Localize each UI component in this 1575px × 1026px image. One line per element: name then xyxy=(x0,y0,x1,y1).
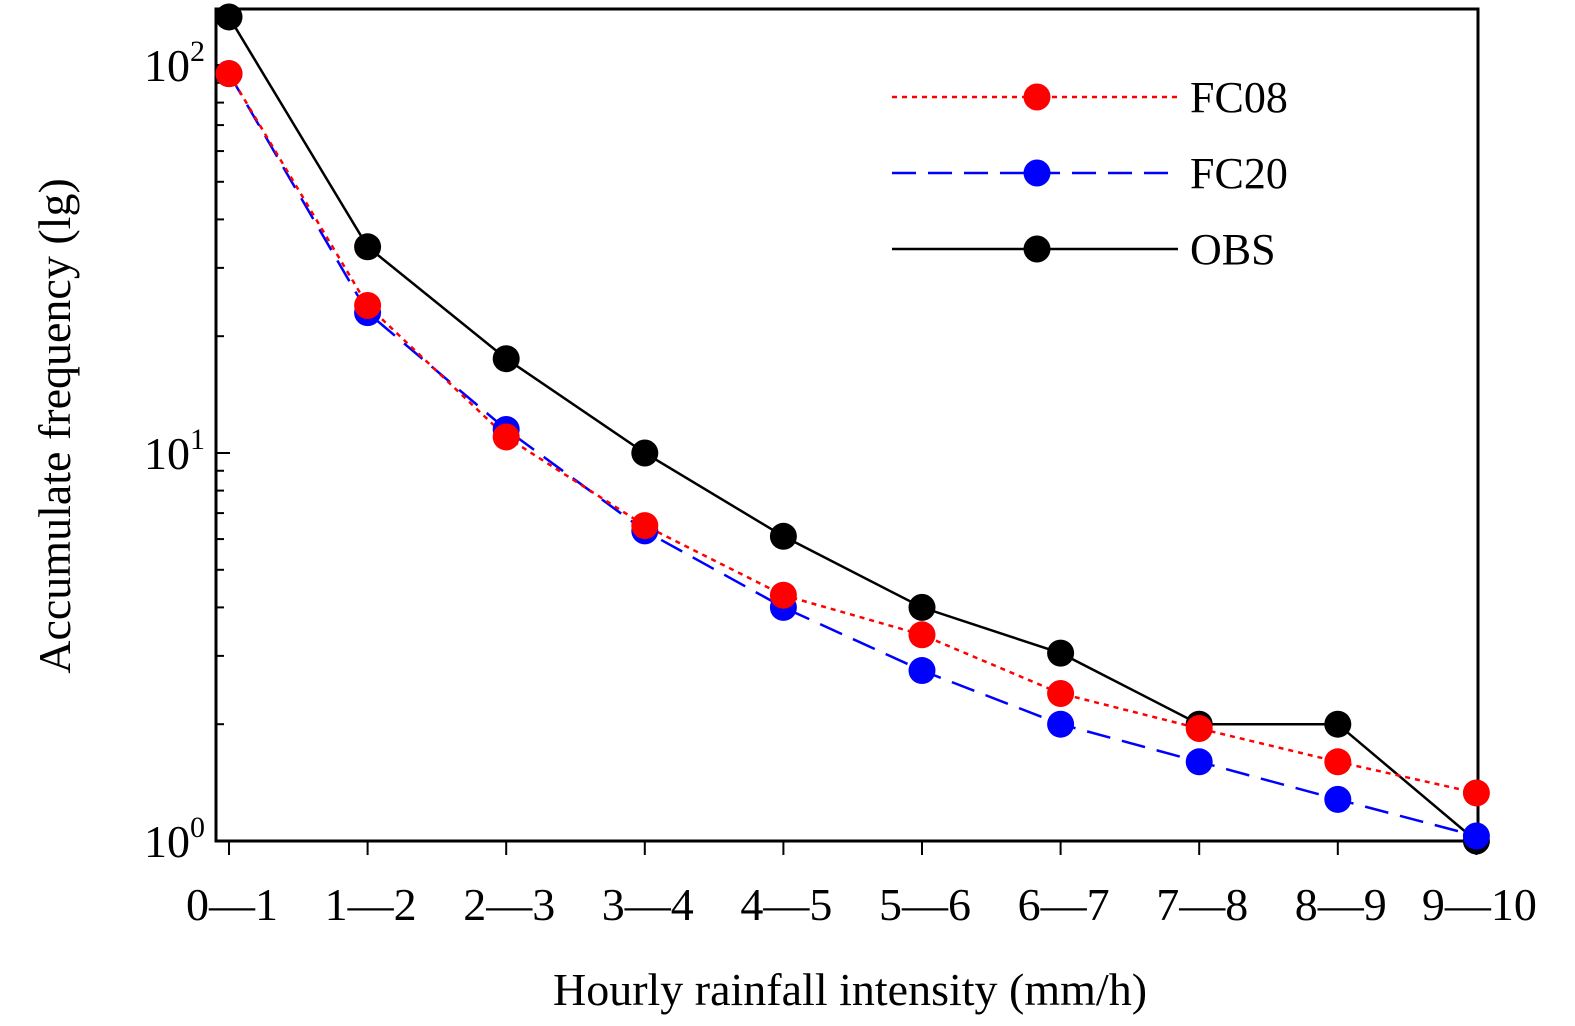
series-line-fc08 xyxy=(227,73,1477,795)
data-point-obs xyxy=(769,522,797,550)
data-point-fc08 xyxy=(215,60,243,88)
plot-frame xyxy=(214,7,1480,843)
x-tick-label: 0—1 xyxy=(186,879,278,930)
data-point-fc08 xyxy=(769,581,797,609)
legend: FC08 FC20 OBS xyxy=(892,73,1288,274)
data-point-obs xyxy=(1324,710,1352,738)
y-axis-ticks: 100 101 102 xyxy=(144,35,230,867)
series-line-obs xyxy=(227,16,1478,842)
series-layer xyxy=(215,3,1490,855)
data-point-fc20 xyxy=(1047,710,1075,738)
data-point-fc20 xyxy=(908,657,936,685)
y-tick-label: 100 xyxy=(144,811,205,867)
x-axis-title: Hourly rainfall intensity (mm/h) xyxy=(553,964,1147,1015)
data-point-fc20 xyxy=(1324,785,1352,813)
x-tick-label: 9—10 xyxy=(1422,879,1537,930)
x-tick-label: 2—3 xyxy=(463,879,555,930)
data-point-fc08 xyxy=(1324,748,1352,776)
data-point-fc20 xyxy=(1185,748,1213,776)
data-point-obs xyxy=(908,593,936,621)
legend-marker-fc08 xyxy=(1023,83,1051,111)
data-point-obs xyxy=(492,345,520,373)
legend-label-fc20: FC20 xyxy=(1190,149,1288,198)
data-point-fc08 xyxy=(492,423,520,451)
x-tick-label: 6—7 xyxy=(1018,879,1110,930)
data-point-fc08 xyxy=(908,621,936,649)
x-tick-label: 8—9 xyxy=(1295,879,1387,930)
x-tick-label: 5—6 xyxy=(879,879,971,930)
x-tick-label: 3—4 xyxy=(602,879,694,930)
x-tick-label: 4—5 xyxy=(740,879,832,930)
data-point-fc08 xyxy=(1185,714,1213,742)
y-tick-label: 102 xyxy=(144,35,205,91)
legend-marker-fc20 xyxy=(1023,159,1051,187)
x-axis-ticks: 0—1 1—2 2—3 3—4 4—5 5—6 6—7 7—8 8—9 9—10 xyxy=(186,841,1537,930)
x-tick-label: 7—8 xyxy=(1156,879,1248,930)
legend-label-obs: OBS xyxy=(1190,225,1276,274)
data-point-obs xyxy=(631,439,659,467)
data-point-fc20 xyxy=(1462,822,1490,850)
data-point-fc08 xyxy=(1047,679,1075,707)
legend-marker-obs xyxy=(1023,235,1051,263)
data-point-obs xyxy=(1047,639,1075,667)
legend-label-fc08: FC08 xyxy=(1190,73,1288,122)
y-tick-label: 101 xyxy=(144,423,205,479)
data-point-fc08 xyxy=(631,512,659,540)
data-point-fc08 xyxy=(354,291,382,319)
data-point-obs xyxy=(354,233,382,261)
series-line-fc20 xyxy=(227,73,1477,838)
data-point-obs xyxy=(215,3,243,31)
x-tick-label: 1—2 xyxy=(325,879,417,930)
data-point-fc08 xyxy=(1462,779,1490,807)
y-axis-title: Accumulate frequency (lg) xyxy=(29,178,80,674)
